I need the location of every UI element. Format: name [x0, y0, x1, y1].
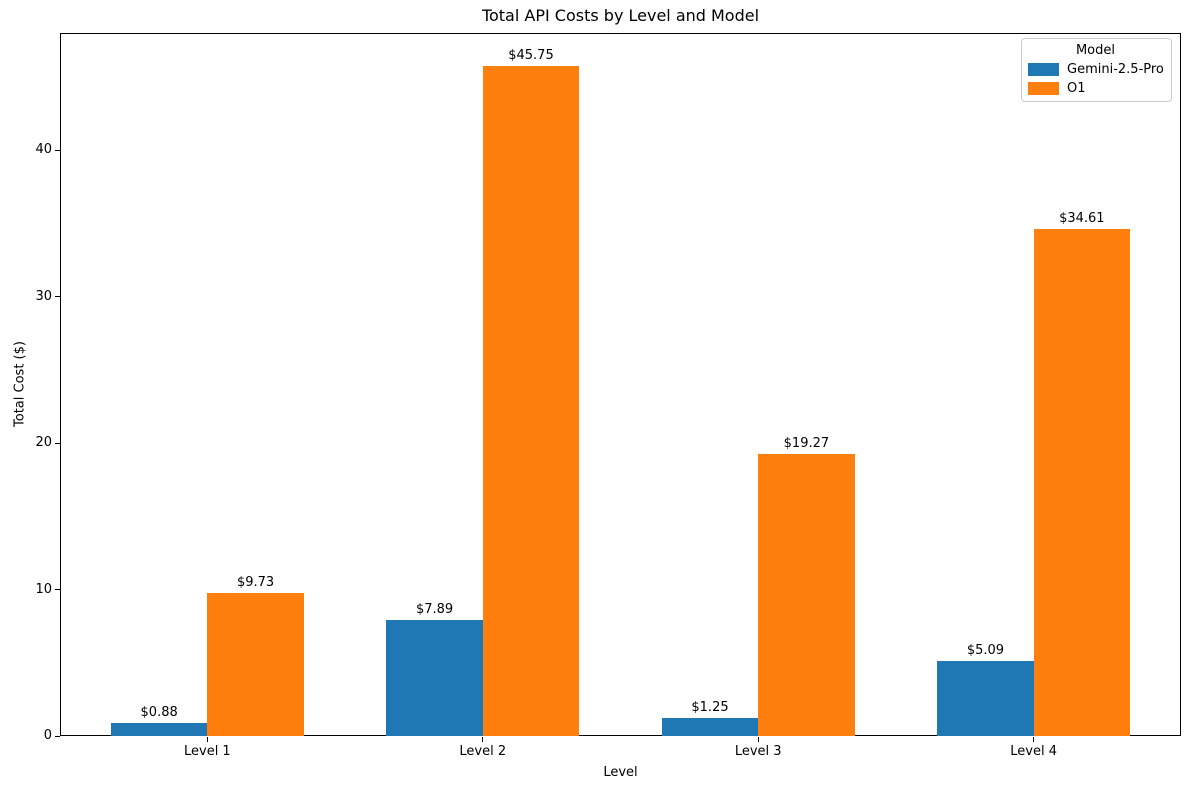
legend-title: Model: [1075, 43, 1116, 58]
y-tick-label: 40: [35, 142, 52, 158]
x-tick-label: Level 3: [734, 744, 782, 759]
x-tick-mark: [482, 737, 484, 742]
legend-entry-label: Gemini-2.5-Pro: [1067, 61, 1164, 77]
legend-entry: O1: [1028, 80, 1163, 96]
y-tick-mark: [55, 296, 60, 298]
bar-gemini-2.5-pro-level-2: [386, 620, 483, 736]
y-tick-mark: [55, 442, 60, 444]
bar-value-label: $1.25: [691, 699, 729, 715]
x-axis-label: Level: [603, 765, 638, 780]
bar-value-label: $0.88: [140, 705, 178, 721]
bar-value-label: $34.61: [1059, 211, 1105, 227]
x-tick-label: Level 2: [459, 744, 507, 759]
y-tick-label: 30: [35, 288, 52, 304]
y-axis-label: Total Cost ($): [12, 341, 28, 427]
legend-rows: Gemini-2.5-Pro O1: [1028, 61, 1164, 96]
chart-title: Total API Costs by Level and Model: [481, 6, 760, 25]
x-tick-label: Level 1: [183, 744, 231, 759]
y-tick-mark: [55, 149, 60, 151]
bar-value-label: $7.89: [415, 602, 454, 618]
x-tick-mark: [206, 737, 208, 742]
bar-o1-level-4: [1033, 229, 1131, 736]
bar-gemini-2.5-pro-level-3: [661, 717, 759, 736]
legend-swatch: [1028, 81, 1059, 95]
y-tick-label: 0: [43, 728, 52, 743]
bar-o1-level-2: [482, 65, 580, 736]
legend: Model Gemini-2.5-Pro O1: [1021, 38, 1172, 102]
bar-value-label: $19.27: [783, 435, 830, 451]
y-tick-mark: [55, 735, 60, 737]
y-tick-label: 20: [35, 435, 52, 451]
x-tick-label: Level 4: [1010, 744, 1057, 759]
y-tick-label: 10: [35, 581, 52, 597]
bar-gemini-2.5-pro-level-1: [110, 723, 208, 736]
legend-swatch: [1028, 62, 1059, 76]
bar-value-label: $9.73: [236, 575, 275, 591]
legend-entry-label: O1: [1067, 80, 1086, 96]
legend-entry: Gemini-2.5-Pro: [1028, 61, 1164, 77]
bar-gemini-2.5-pro-level-4: [937, 661, 1034, 736]
x-tick-mark: [1033, 737, 1035, 742]
bar-value-label: $45.75: [508, 47, 554, 63]
y-tick-mark: [55, 589, 60, 591]
x-tick-mark: [757, 737, 759, 742]
bar-value-label: $5.09: [966, 643, 1005, 659]
bar-o1-level-3: [758, 453, 855, 736]
bar-o1-level-1: [207, 593, 304, 736]
